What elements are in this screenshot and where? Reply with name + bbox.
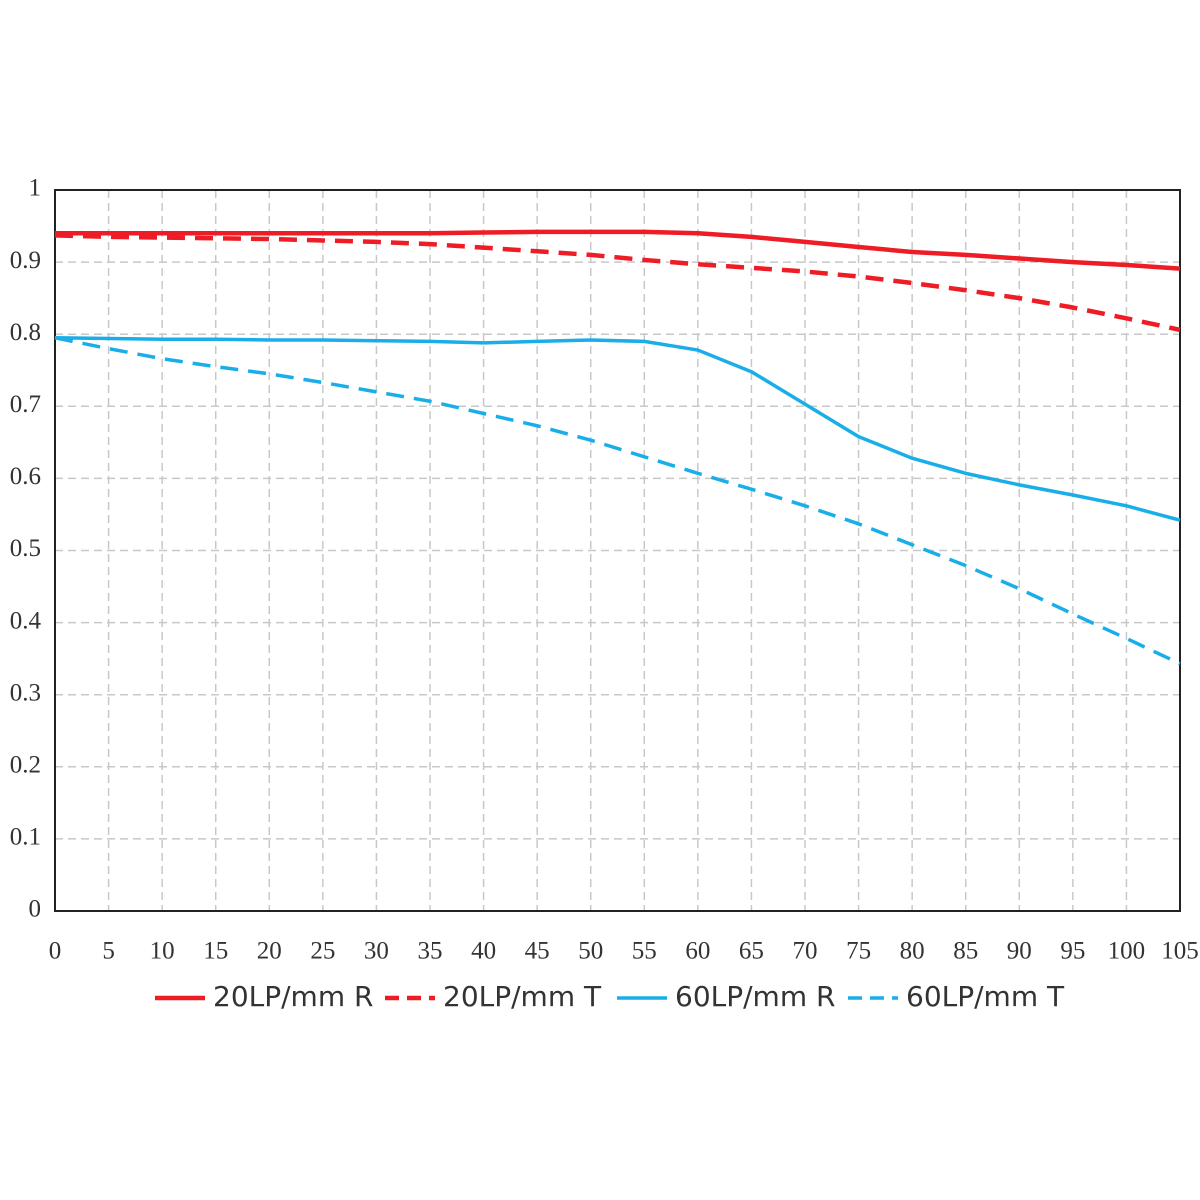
y-tick-label: 0.8 bbox=[10, 319, 41, 346]
x-tick-label: 80 bbox=[900, 938, 925, 965]
series-line bbox=[54, 233, 1181, 333]
x-tick-label: 55 bbox=[632, 938, 657, 965]
y-tick-label: 0.3 bbox=[10, 679, 41, 706]
y-tick-label: 0.6 bbox=[10, 463, 41, 490]
legend-label: 60LP/mm R bbox=[675, 980, 835, 1013]
x-tick-label: 20 bbox=[257, 938, 282, 965]
x-tick-label: 70 bbox=[793, 938, 818, 965]
x-tick-label: 95 bbox=[1060, 938, 1085, 965]
y-tick-label: 0.9 bbox=[10, 247, 41, 274]
y-tick-label: 0.5 bbox=[10, 535, 41, 562]
x-tick-label: 105 bbox=[1161, 938, 1199, 965]
legend-label: 60LP/mm T bbox=[906, 980, 1065, 1013]
x-tick-label: 75 bbox=[846, 938, 871, 965]
x-tick-label: 35 bbox=[418, 938, 443, 965]
series-line bbox=[54, 336, 1181, 666]
x-tick-label: 100 bbox=[1108, 938, 1146, 965]
x-tick-label: 0 bbox=[49, 938, 62, 965]
y-tick-label: 0.7 bbox=[10, 391, 41, 418]
x-tick-label: 10 bbox=[150, 938, 175, 965]
y-tick-label: 1 bbox=[29, 175, 42, 202]
y-tick-label: 0.1 bbox=[10, 824, 41, 851]
x-tick-label: 60 bbox=[685, 938, 710, 965]
series-line bbox=[54, 336, 1181, 522]
x-tick-label: 40 bbox=[471, 938, 496, 965]
y-tick-label: 0.2 bbox=[10, 752, 41, 779]
x-tick-label: 45 bbox=[525, 938, 550, 965]
x-tick-label: 85 bbox=[953, 938, 978, 965]
legend-label: 20LP/mm T bbox=[443, 980, 602, 1013]
x-tick-label: 65 bbox=[739, 938, 764, 965]
x-tick-label: 30 bbox=[364, 938, 389, 965]
legend-label: 20LP/mm R bbox=[213, 980, 373, 1013]
x-tick-label: 5 bbox=[102, 938, 115, 965]
y-tick-label: 0 bbox=[29, 896, 42, 923]
series-line bbox=[55, 229, 1181, 271]
x-tick-label: 25 bbox=[310, 938, 335, 965]
x-tick-label: 50 bbox=[578, 938, 603, 965]
plot-frame bbox=[54, 189, 1181, 912]
x-tick-label: 15 bbox=[203, 938, 228, 965]
y-tick-label: 0.4 bbox=[10, 607, 42, 634]
x-tick-label: 90 bbox=[1007, 938, 1032, 965]
